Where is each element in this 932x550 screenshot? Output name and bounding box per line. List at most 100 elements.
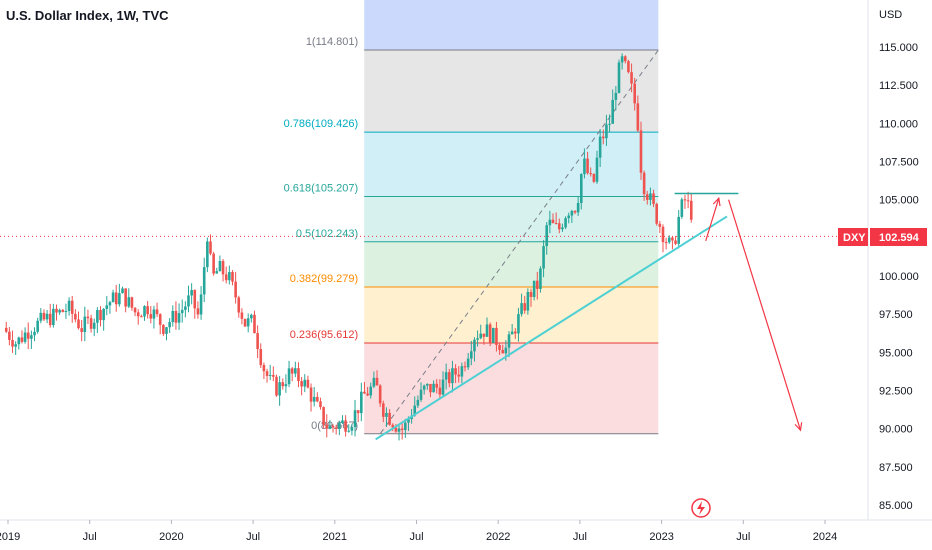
candle-body [356, 410, 360, 414]
candle-body [52, 308, 55, 326]
candle-body [215, 271, 219, 274]
fib-label-0.618: 0.618(105.207) [284, 183, 359, 195]
flash-alert-icon[interactable] [691, 498, 711, 518]
candle-body [564, 218, 567, 228]
candle-body [99, 310, 102, 321]
candle-body [444, 372, 448, 380]
candle-body [451, 368, 454, 384]
price-tick-label: 105.000 [879, 195, 919, 207]
candle-body [206, 241, 209, 268]
candle-body [341, 420, 344, 423]
candle-body [136, 312, 140, 317]
chart-title: U.S. Dollar Index, 1W, TVC [6, 8, 169, 23]
candle-body [419, 389, 423, 400]
candle-body [645, 194, 649, 200]
candle-body [287, 368, 291, 385]
candle-body [583, 158, 586, 175]
candle-body [111, 292, 115, 303]
candle-body [470, 351, 473, 359]
candle-body [124, 288, 127, 307]
candle-body [319, 401, 322, 407]
candle-body [463, 366, 467, 368]
price-tick-label: 85.000 [879, 500, 913, 512]
price-tick-label: 112.500 [879, 80, 918, 92]
candle-body [328, 425, 332, 429]
candle-body [378, 385, 382, 404]
candle-body [268, 374, 272, 376]
candle-body [26, 332, 30, 339]
candle-body [83, 316, 87, 333]
candle-body [426, 383, 429, 386]
candle-body [180, 309, 184, 314]
candle-body [385, 412, 388, 417]
candle-body [158, 314, 162, 325]
candle-body [608, 123, 611, 125]
time-tick-label: Jul [736, 531, 750, 543]
fibonacci-zones [364, 0, 659, 434]
fib-label-0.382: 0.382(99.279) [290, 273, 359, 285]
candle-body [199, 294, 203, 315]
candle-body [520, 303, 523, 315]
candle-body [152, 309, 156, 319]
last-price-text: 102.594 [879, 232, 920, 244]
candle-body [507, 334, 511, 348]
price-tick-label: 107.500 [879, 157, 919, 169]
candle-body [655, 203, 658, 224]
candle-body [652, 193, 655, 204]
candle-body [96, 310, 99, 323]
candle-body [570, 210, 574, 216]
candle-body [190, 290, 193, 296]
candle-body [482, 333, 486, 337]
candle-body [400, 428, 404, 430]
candle-body [620, 56, 624, 63]
candle-body [228, 272, 231, 281]
candle-body [441, 379, 445, 395]
candle-body [303, 379, 307, 387]
candle-body [394, 427, 398, 432]
candle-body [140, 316, 143, 318]
fib-zone-0.786 [364, 132, 659, 197]
candle-body [435, 383, 439, 388]
candle-body [347, 430, 351, 432]
candle-body [70, 300, 74, 314]
candle-body [576, 202, 580, 213]
time-axis-ticks: 2019 Jul 2020 Jul 2021 Jul 2022 Jul 2023 Jul 2024 [0, 520, 837, 543]
arrow-shaft [705, 197, 720, 242]
candle-body [567, 215, 571, 219]
candle-body [686, 200, 690, 202]
candle-body [579, 174, 583, 203]
projection-down-arrow [728, 199, 803, 432]
candle-body [601, 136, 605, 139]
candle-body [551, 219, 555, 224]
candle-body [529, 292, 533, 297]
candle-body [542, 246, 545, 269]
fib-label-0.5: 0.5(102.243) [296, 228, 358, 240]
candle-body [526, 292, 530, 311]
candle-body [23, 332, 27, 342]
candle-body [272, 374, 275, 377]
candle-body [36, 320, 39, 332]
candle-body [661, 226, 665, 243]
candle-body [617, 62, 621, 93]
fib-extension-zone [364, 0, 659, 51]
candle-body [623, 56, 627, 62]
candle-body [30, 335, 33, 339]
arrow-head [712, 196, 721, 207]
candle-body [61, 309, 65, 312]
candle-body [413, 405, 417, 416]
candle-body [513, 331, 517, 334]
candle-body [633, 83, 637, 104]
candle-body [102, 308, 105, 321]
candle-body [114, 292, 118, 305]
candle-body [221, 261, 225, 275]
candle-body [77, 319, 80, 329]
candle-body [680, 199, 684, 217]
candle-body [501, 349, 505, 354]
candle-body [627, 61, 630, 73]
candle-body [460, 366, 464, 377]
fibonacci-labels: 1(114.801) 0.786(109.426) 0.618(105.207) 0.… [284, 36, 359, 432]
candle-body [334, 427, 338, 429]
candle-body [429, 383, 432, 393]
candle-body [105, 305, 109, 309]
